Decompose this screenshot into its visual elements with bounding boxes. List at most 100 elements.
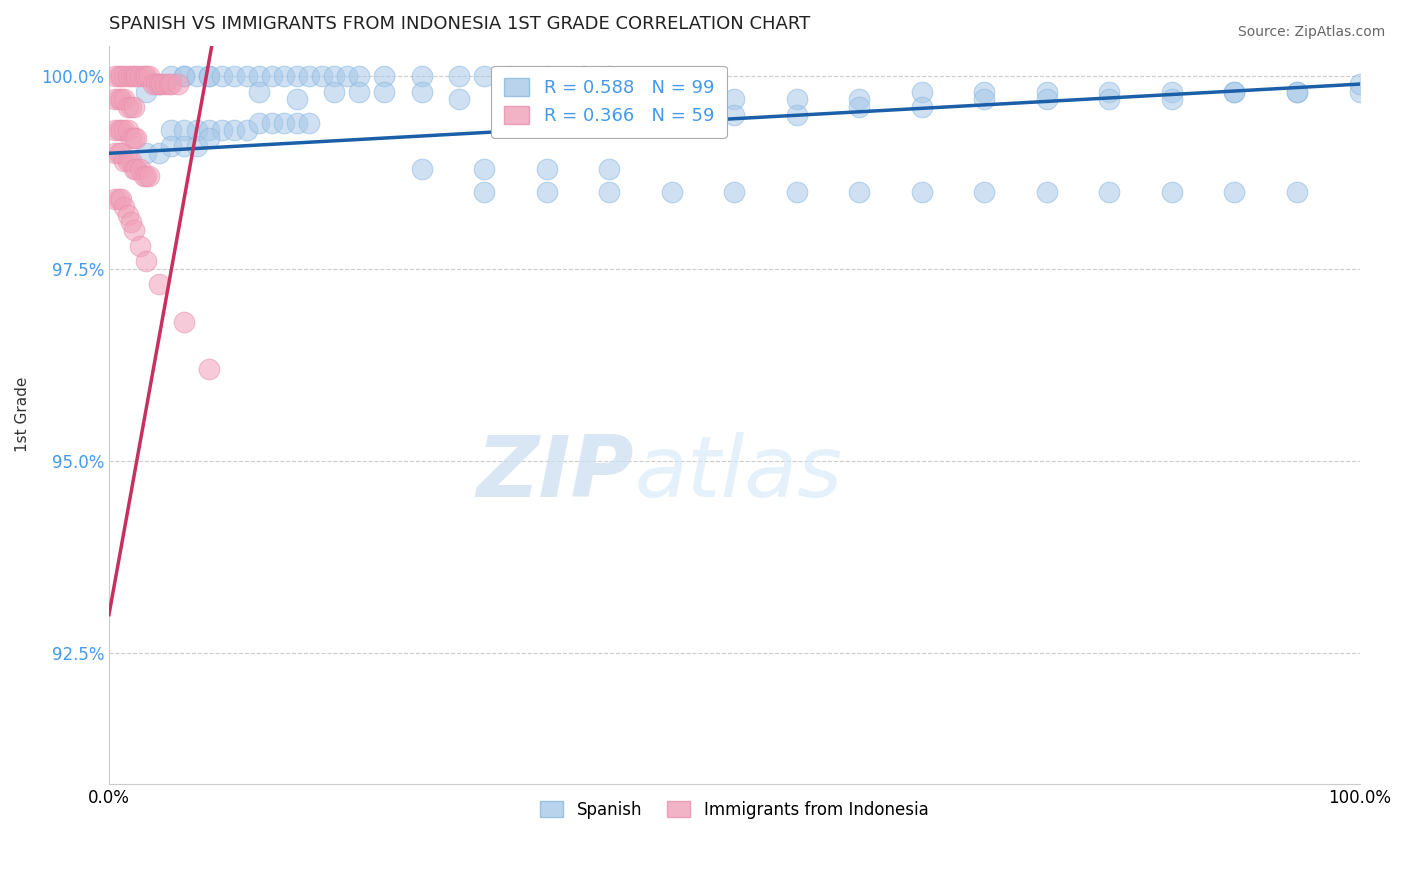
Point [723, 93, 745, 107]
Point [198, 131, 221, 145]
Point [186, 70, 208, 84]
Point [911, 100, 934, 114]
Text: atlas: atlas [634, 433, 842, 516]
Point [449, 70, 471, 84]
Point [160, 123, 183, 137]
Point [449, 93, 471, 107]
Point [173, 123, 195, 137]
Point [347, 70, 370, 84]
Point [112, 153, 135, 168]
Point [1285, 85, 1308, 99]
Point [121, 153, 143, 168]
Point [104, 70, 127, 84]
Point [285, 93, 308, 107]
Point [122, 131, 145, 145]
Point [598, 161, 620, 176]
Point [122, 70, 145, 84]
Point [247, 115, 270, 129]
Point [211, 123, 233, 137]
Point [536, 161, 558, 176]
Point [173, 138, 195, 153]
Point [323, 70, 346, 84]
Point [121, 215, 143, 229]
Text: SPANISH VS IMMIGRANTS FROM INDONESIA 1ST GRADE CORRELATION CHART: SPANISH VS IMMIGRANTS FROM INDONESIA 1ST… [110, 15, 810, 33]
Point [1036, 185, 1059, 199]
Point [112, 93, 135, 107]
Point [110, 70, 132, 84]
Point [572, 100, 595, 114]
Point [186, 138, 208, 153]
Point [155, 77, 177, 91]
Point [198, 70, 221, 84]
Point [786, 108, 808, 122]
Point [173, 70, 195, 84]
Point [135, 70, 157, 84]
Point [186, 123, 208, 137]
Point [1036, 85, 1059, 99]
Point [138, 70, 160, 84]
Point [108, 123, 131, 137]
Point [973, 185, 995, 199]
Point [1285, 85, 1308, 99]
Point [211, 70, 233, 84]
Point [661, 185, 683, 199]
Point [110, 193, 132, 207]
Point [311, 70, 333, 84]
Point [173, 315, 195, 329]
Point [1098, 185, 1121, 199]
Point [148, 146, 170, 161]
Point [285, 115, 308, 129]
Point [472, 70, 495, 84]
Point [222, 70, 245, 84]
Point [1223, 85, 1246, 99]
Point [104, 146, 127, 161]
Point [117, 123, 139, 137]
Point [536, 70, 558, 84]
Point [135, 254, 157, 268]
Point [160, 77, 183, 91]
Point [335, 70, 357, 84]
Point [623, 93, 645, 107]
Point [1161, 93, 1184, 107]
Point [122, 100, 145, 114]
Point [298, 115, 321, 129]
Point [117, 208, 139, 222]
Point [536, 93, 558, 107]
Point [323, 85, 346, 99]
Point [142, 77, 165, 91]
Point [786, 93, 808, 107]
Point [108, 70, 131, 84]
Text: ZIP: ZIP [477, 433, 634, 516]
Legend: Spanish, Immigrants from Indonesia: Spanish, Immigrants from Indonesia [531, 792, 936, 827]
Point [122, 223, 145, 237]
Point [132, 70, 155, 84]
Point [1348, 77, 1371, 91]
Point [112, 123, 135, 137]
Point [572, 70, 595, 84]
Point [104, 123, 127, 137]
Point [1098, 93, 1121, 107]
Point [132, 169, 155, 184]
Point [121, 131, 143, 145]
Point [536, 185, 558, 199]
Point [148, 77, 170, 91]
Point [222, 123, 245, 137]
Point [198, 70, 221, 84]
Point [786, 185, 808, 199]
Point [273, 115, 295, 129]
Point [135, 146, 157, 161]
Point [472, 185, 495, 199]
Point [235, 123, 257, 137]
Point [112, 200, 135, 214]
Point [173, 70, 195, 84]
Point [1223, 185, 1246, 199]
Point [129, 238, 152, 252]
Point [110, 123, 132, 137]
Point [598, 185, 620, 199]
Point [235, 70, 257, 84]
Point [661, 93, 683, 107]
Point [1036, 93, 1059, 107]
Point [1161, 185, 1184, 199]
Point [121, 70, 143, 84]
Point [498, 93, 520, 107]
